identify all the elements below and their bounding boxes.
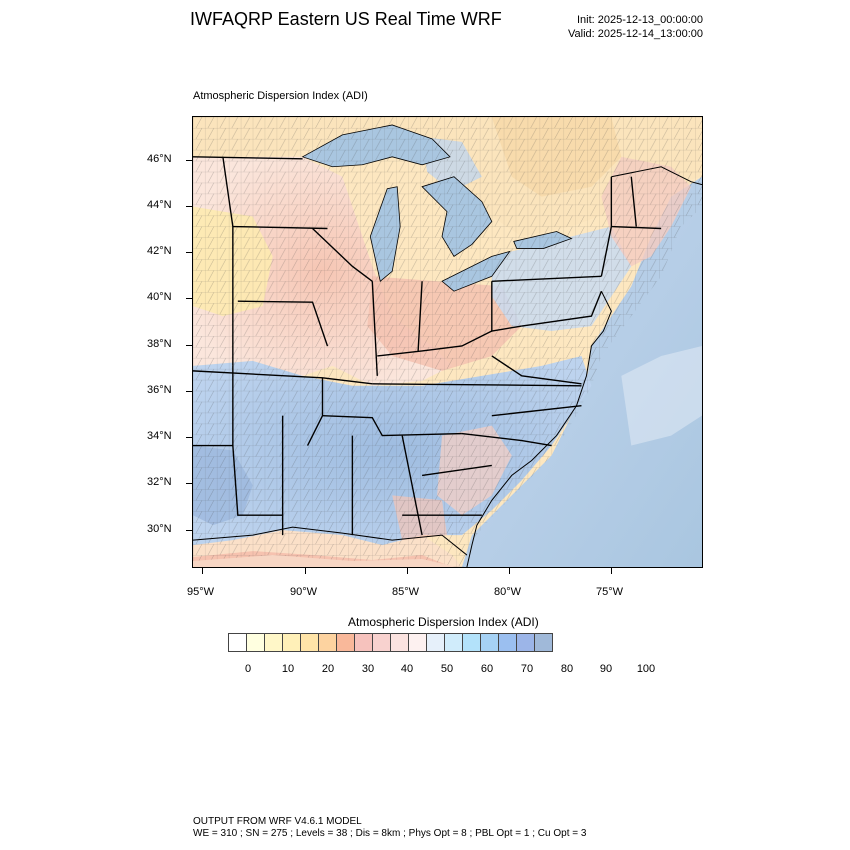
lat-tick	[186, 160, 192, 161]
colorbar-swatch	[480, 633, 499, 652]
colorbar-swatch	[516, 633, 535, 652]
colorbar-swatch	[300, 633, 319, 652]
state-boundaries	[193, 156, 662, 536]
lon-label: 75°W	[596, 586, 624, 598]
colorbar-label: 30	[361, 663, 375, 675]
lon-label: 90°W	[290, 586, 318, 598]
colorbar-swatch	[426, 633, 445, 652]
lon-label: 85°W	[392, 586, 420, 598]
lat-label: 40°N	[147, 291, 172, 303]
colorbar-swatch	[408, 633, 427, 652]
colorbar-label: 20	[321, 663, 335, 675]
lat-label: 30°N	[147, 523, 172, 535]
colorbar-label: 100	[636, 663, 656, 675]
lon-tick	[611, 568, 612, 574]
lat-tick	[186, 530, 192, 531]
lat-tick	[186, 345, 192, 346]
lat-label: 44°N	[147, 199, 172, 211]
colorbar-swatch	[264, 633, 283, 652]
lat-label: 46°N	[147, 153, 172, 165]
lon-tick	[509, 568, 510, 574]
lat-label: 34°N	[147, 430, 172, 442]
colorbar-label: 90	[599, 663, 613, 675]
colorbar-label: 80	[560, 663, 574, 675]
colorbar-swatch	[444, 633, 463, 652]
run-time-info: Init: 2025-12-13_00:00:00 Valid: 2025-12…	[520, 13, 703, 41]
lat-tick	[186, 483, 192, 484]
ocean-overlay	[463, 206, 702, 567]
gulf-coastline	[193, 526, 468, 556]
colorbar	[228, 633, 553, 653]
map-panel	[192, 116, 703, 568]
colorbar-swatch	[462, 633, 481, 652]
colorbar-label: 70	[520, 663, 534, 675]
colorbar-swatch	[246, 633, 265, 652]
lon-tick	[407, 568, 408, 574]
plot-subtitle: Atmospheric Dispersion Index (ADI)	[193, 90, 368, 102]
valid-time: Valid: 2025-12-14_13:00:00	[568, 28, 703, 40]
model-footer: OUTPUT FROM WRF V4.6.1 MODEL WE = 310 ; …	[193, 816, 586, 840]
colorbar-swatch	[228, 633, 247, 652]
colorbar-swatch	[390, 633, 409, 652]
lat-tick	[186, 391, 192, 392]
colorbar-swatch	[372, 633, 391, 652]
colorbar-swatch	[354, 633, 373, 652]
colorbar-label: 0	[244, 663, 252, 675]
colorbar-title: Atmospheric Dispersion Index (ADI)	[348, 615, 539, 629]
adi-map	[193, 117, 702, 567]
lon-tick	[202, 568, 203, 574]
colorbar-swatch	[282, 633, 301, 652]
colorbar-swatch	[336, 633, 355, 652]
lat-tick	[186, 298, 192, 299]
lat-label: 36°N	[147, 384, 172, 396]
lon-label: 95°W	[187, 586, 215, 598]
footer-line-1: OUTPUT FROM WRF V4.6.1 MODEL	[193, 816, 362, 827]
colorbar-label: 50	[440, 663, 454, 675]
colorbar-label: 10	[281, 663, 295, 675]
init-time: Init: 2025-12-13_00:00:00	[577, 14, 703, 26]
lat-label: 38°N	[147, 338, 172, 350]
lat-tick	[186, 437, 192, 438]
colorbar-label: 60	[480, 663, 494, 675]
lat-tick	[186, 206, 192, 207]
footer-line-2: WE = 310 ; SN = 275 ; Levels = 38 ; Dis …	[193, 828, 587, 839]
colorbar-swatch	[498, 633, 517, 652]
lon-label: 80°W	[494, 586, 522, 598]
atlantic-coastline	[466, 291, 612, 567]
lat-label: 42°N	[147, 245, 172, 257]
colorbar-label: 40	[400, 663, 414, 675]
lat-tick	[186, 252, 192, 253]
chart-title: IWFAQRP Eastern US Real Time WRF	[190, 9, 502, 29]
colorbar-swatch	[318, 633, 337, 652]
lat-label: 32°N	[147, 476, 172, 488]
colorbar-swatch	[534, 633, 553, 652]
lon-tick	[305, 568, 306, 574]
